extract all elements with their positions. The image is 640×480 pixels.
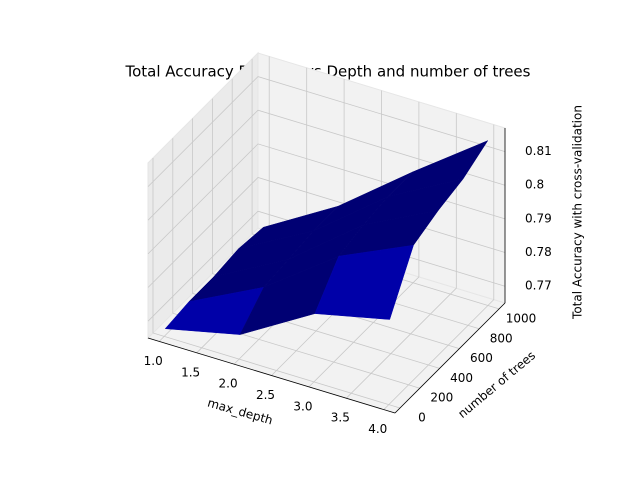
z-tick-label: 0.77 (525, 279, 552, 293)
y-tick-label: 800 (490, 331, 513, 345)
y-tick-label: 600 (470, 351, 493, 365)
grid-line (147, 76, 506, 187)
z-tick-label: 0.78 (525, 245, 552, 259)
y-tick-label: 0 (418, 411, 426, 425)
x-tick-label: 2.0 (219, 377, 238, 391)
grid-line (251, 58, 500, 310)
x-tick-label: 4.0 (368, 422, 387, 436)
x-tick-label: 2.5 (256, 388, 275, 402)
y-tick-label: 1000 (506, 311, 537, 325)
grid-line (308, 101, 420, 388)
z-tick-label: 0.8 (525, 178, 544, 192)
grid-line (211, 98, 460, 349)
grid-line (383, 124, 495, 410)
y-axis (394, 302, 506, 414)
x-tick-label: 1.0 (144, 354, 163, 368)
surface-patch (314, 244, 414, 320)
y-tick-label: 400 (450, 371, 473, 385)
x-tick-label: 1.5 (181, 365, 200, 379)
x-tick-label: 3.5 (331, 411, 350, 425)
grid-line (192, 118, 440, 369)
z-tick-label: 0.79 (525, 211, 552, 225)
chart-title: Total Accuracy Bagging vs Depth and numb… (125, 63, 531, 81)
x-tick-label: 3.0 (293, 399, 312, 413)
grid-line (231, 78, 480, 330)
z-tick-label: 0.81 (525, 144, 552, 158)
z-axis-label: Total Accuracy with cross-validation (571, 105, 585, 320)
grid-line (152, 158, 401, 409)
y-tick-label: 200 (430, 391, 453, 405)
grid-line (147, 109, 506, 221)
grid-line (172, 138, 420, 389)
grid-line (147, 210, 506, 322)
x-axis (147, 337, 396, 414)
